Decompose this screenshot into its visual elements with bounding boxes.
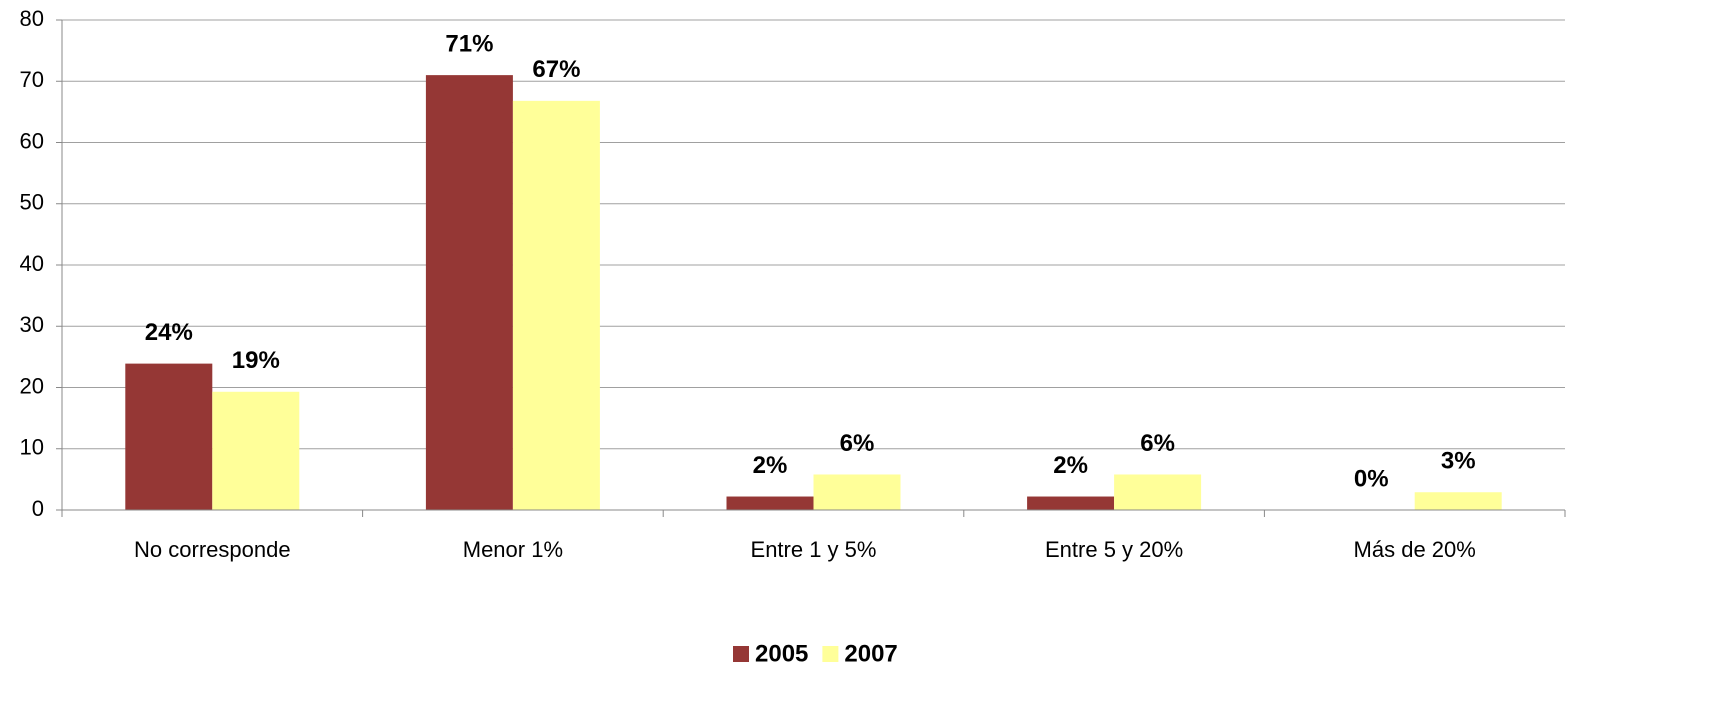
y-tick-label: 50 bbox=[20, 190, 44, 215]
value-label: 2% bbox=[753, 452, 788, 479]
value-label: 3% bbox=[1441, 448, 1476, 475]
y-tick-label: 60 bbox=[20, 128, 44, 153]
x-tick-label: Entre 1 y 5% bbox=[751, 537, 877, 562]
x-tick-label: Menor 1% bbox=[463, 537, 563, 562]
value-label: 67% bbox=[532, 56, 580, 83]
value-label: 0% bbox=[1354, 465, 1389, 492]
bar bbox=[813, 474, 901, 510]
legend-label: 2007 bbox=[844, 640, 897, 667]
bar bbox=[125, 363, 213, 510]
value-label: 19% bbox=[232, 347, 280, 374]
bar bbox=[726, 496, 814, 510]
y-tick-label: 20 bbox=[20, 373, 44, 398]
y-tick-label: 30 bbox=[20, 312, 44, 337]
legend-label: 2005 bbox=[755, 640, 808, 667]
bar bbox=[1414, 492, 1502, 510]
x-tick-label: Entre 5 y 20% bbox=[1045, 537, 1183, 562]
x-tick-label: No corresponde bbox=[134, 537, 291, 562]
bar bbox=[512, 100, 600, 510]
value-label: 2% bbox=[1053, 452, 1088, 479]
y-tick-label: 70 bbox=[20, 67, 44, 92]
bar bbox=[425, 75, 513, 510]
legend-swatch bbox=[822, 646, 839, 662]
y-tick-label: 0 bbox=[32, 496, 44, 521]
value-label: 24% bbox=[145, 319, 193, 346]
x-tick-label: Más de 20% bbox=[1354, 537, 1476, 562]
bar bbox=[1027, 496, 1115, 510]
value-label: 6% bbox=[840, 430, 875, 457]
y-tick-label: 10 bbox=[20, 435, 44, 460]
bar bbox=[1114, 474, 1202, 510]
bar bbox=[212, 391, 300, 510]
y-tick-label: 80 bbox=[20, 6, 44, 31]
value-label: 6% bbox=[1140, 430, 1175, 457]
value-label: 71% bbox=[445, 30, 493, 57]
y-tick-label: 40 bbox=[20, 251, 44, 276]
legend-swatch bbox=[733, 646, 749, 662]
